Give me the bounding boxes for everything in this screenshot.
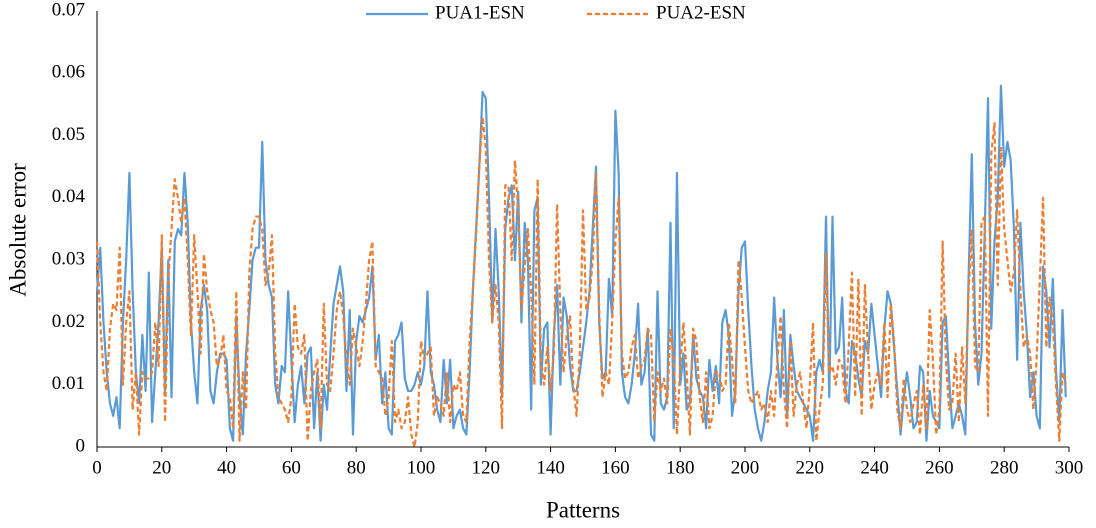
y-tick-label: 0.06 [52, 62, 85, 83]
x-axis-title: Patterns [546, 497, 620, 522]
x-tick-label: 220 [796, 457, 825, 478]
series-line [95, 115, 1067, 449]
y-tick-label: 0.04 [52, 186, 86, 207]
x-tick-label: 0 [92, 457, 102, 478]
y-tick-label: 0.02 [52, 311, 85, 332]
x-tick-label: 40 [217, 457, 236, 478]
x-tick-label: 80 [347, 457, 366, 478]
legend-label: PUA2-ESN [656, 2, 746, 23]
x-tick-label: 200 [731, 457, 760, 478]
y-axis-title: Absolute error [5, 163, 30, 297]
x-tick-label: 60 [282, 457, 301, 478]
x-tick-label: 260 [925, 457, 954, 478]
x-tick-label: 140 [536, 457, 565, 478]
y-tick-label: 0.03 [52, 249, 85, 270]
x-tick-label: 20 [152, 457, 171, 478]
x-tick-label: 300 [1055, 457, 1084, 478]
legend-label: PUA1-ESN [435, 2, 525, 23]
x-tick-label: 180 [666, 457, 695, 478]
x-tick-label: 240 [860, 457, 889, 478]
y-tick-label: 0.01 [52, 373, 85, 394]
x-tick-label: 160 [601, 457, 630, 478]
y-tick-label: 0.05 [52, 124, 85, 145]
x-tick-label: 280 [990, 457, 1019, 478]
y-tick-label: 0.07 [52, 0, 85, 20]
x-tick-label: 100 [407, 457, 436, 478]
y-tick-label: 0 [76, 435, 86, 456]
x-tick-label: 120 [472, 457, 501, 478]
